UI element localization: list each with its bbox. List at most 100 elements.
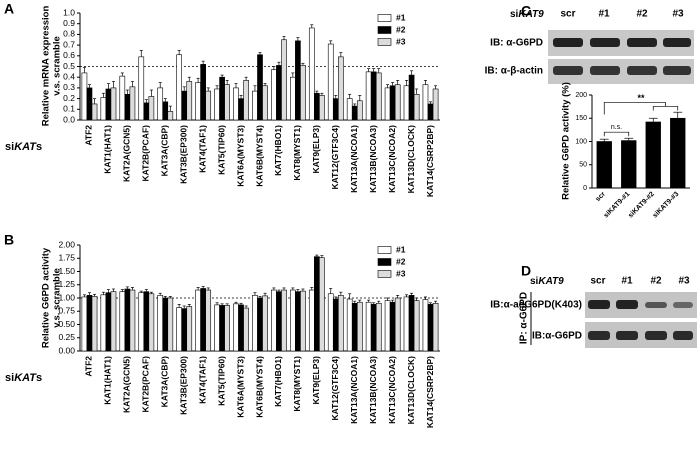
blot-header: siKAT9 <box>530 276 564 287</box>
y-tick-label: 0.50 <box>58 319 75 329</box>
legend-swatch <box>377 38 392 46</box>
y-tick-label: 0.4 <box>63 71 75 81</box>
x-tick-label: KAT7(HBO1) <box>273 125 283 176</box>
x-axis-label: siKATs <box>5 141 42 153</box>
x-tick-label: KAT9(ELP3) <box>311 125 321 174</box>
bar <box>124 94 131 121</box>
bar <box>432 88 439 121</box>
x-tick-label: KAT13B(NCOA3) <box>368 125 378 193</box>
bar <box>375 302 382 352</box>
x-tick-label: KAT14(CSRP2BP) <box>425 356 435 428</box>
legend-swatch <box>377 14 392 22</box>
bar <box>314 256 320 352</box>
bar <box>432 302 439 352</box>
y-tick-label: 2.00 <box>58 239 75 249</box>
bar <box>257 54 263 121</box>
bar <box>224 84 230 121</box>
bar <box>319 95 325 121</box>
bar <box>389 301 396 352</box>
legend-label: #1 <box>396 244 406 254</box>
blot-row-label: IB:α-G6PD <box>532 331 582 342</box>
x-tick-label: KAT8(MYST1) <box>292 356 302 412</box>
y-tick-label: 0.3 <box>63 82 75 92</box>
bar <box>119 291 126 352</box>
bar <box>138 56 145 121</box>
x-tick-label: KAT13C(NCOA2) <box>387 125 397 193</box>
legend-swatch <box>377 258 392 266</box>
significance-bracket <box>603 102 679 115</box>
bar <box>252 90 258 121</box>
bar <box>81 72 88 121</box>
band <box>616 300 638 309</box>
bar <box>356 100 363 121</box>
bar <box>332 98 339 121</box>
bar <box>346 98 353 121</box>
bar <box>219 76 225 121</box>
x-tick-label: KAT4(TAF1) <box>197 125 207 173</box>
x-axis-label: siKATs <box>5 372 42 384</box>
bar <box>281 39 287 121</box>
bar <box>257 297 263 352</box>
bar <box>338 295 344 352</box>
y-tick-label: 100 <box>575 138 587 145</box>
y-axis-label: Relative mRNA expression <box>41 6 52 127</box>
bar <box>148 293 155 352</box>
y-tick-label: 0.25 <box>58 332 75 342</box>
x-tick-label: KAT13A(NCOA1) <box>349 125 359 193</box>
lane-label: scr <box>560 9 575 20</box>
bar <box>621 140 637 189</box>
y-tick-label: 1.50 <box>58 266 75 276</box>
x-tick-label: KAT2A(GCN5) <box>122 356 132 413</box>
bar <box>252 295 258 352</box>
x-tick-label: KAT14(CSRP2BP) <box>425 125 435 197</box>
panel-letter: D <box>521 263 531 279</box>
bar <box>403 296 410 352</box>
x-tick-label: KAT3A(CBP) <box>160 356 170 407</box>
label-part: si <box>5 141 14 153</box>
lane-label: #2 <box>636 9 648 20</box>
label-part: KAT <box>14 372 37 384</box>
y-tick-label: 0.8 <box>63 29 75 39</box>
bar <box>308 289 315 352</box>
bar <box>422 84 429 121</box>
bar <box>233 87 239 121</box>
legend-label: #2 <box>396 24 406 34</box>
bar <box>276 291 282 352</box>
band <box>590 38 620 47</box>
x-tick-label: KAT9(ELP3) <box>311 356 321 405</box>
y-tick-label: 0.7 <box>63 39 75 49</box>
bar <box>295 40 301 121</box>
panel-letter: B <box>4 232 14 248</box>
bar <box>176 307 182 352</box>
bar <box>233 303 239 352</box>
x-tick-label: KAT6A(MYST3) <box>235 125 245 187</box>
bar <box>238 98 244 121</box>
lane-label: #3 <box>678 276 690 287</box>
band <box>627 38 657 47</box>
x-tick-label: KAT6B(MYST4) <box>254 356 264 418</box>
x-tick-label: KAT12(GTF3C4) <box>330 356 340 421</box>
y-axis-label: v.s. scramble <box>52 268 63 328</box>
bar <box>143 291 150 352</box>
bar <box>384 300 391 352</box>
bar <box>319 257 325 352</box>
bar <box>205 90 212 121</box>
x-tick-label: KAT5(TIP60) <box>216 356 226 406</box>
legend-label: #3 <box>396 268 406 278</box>
blot-image <box>548 30 694 84</box>
x-tick-label: KAT13A(NCOA1) <box>349 356 359 424</box>
bar <box>413 94 420 121</box>
bar <box>110 87 117 121</box>
bar <box>314 92 320 121</box>
bar <box>157 87 164 121</box>
bar <box>408 295 415 352</box>
panel-letter: C <box>521 3 531 19</box>
lane-label: scr <box>590 276 605 287</box>
x-tick-label: KAT12(GTF3C4) <box>330 125 340 190</box>
x-tick-label: KAT13D(CLOCK) <box>406 125 416 193</box>
y-tick-label: 0.5 <box>63 61 75 71</box>
bar <box>427 304 434 352</box>
blot-row-label: IB:α-acG6PD(K403) <box>490 300 582 311</box>
bar <box>670 117 686 189</box>
annotation: n.s. <box>611 124 622 131</box>
